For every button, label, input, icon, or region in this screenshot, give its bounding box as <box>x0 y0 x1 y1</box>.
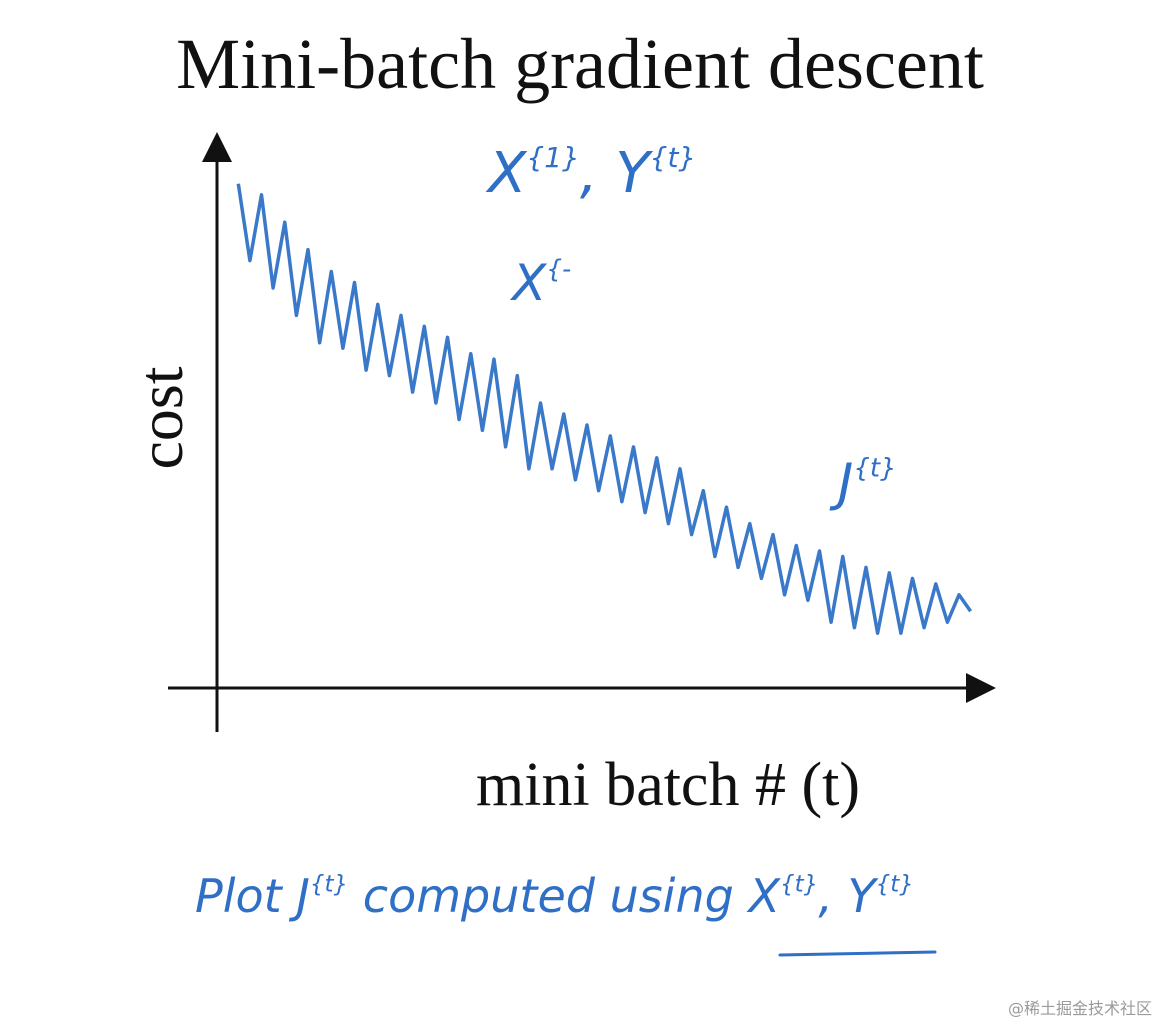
note-text: Plot J <box>195 869 310 923</box>
handwritten-note: Plot J{t} computed using X{t}, Y{t} <box>195 869 914 923</box>
superscript: {t} <box>310 871 348 897</box>
note-text: X <box>485 141 528 206</box>
superscript: {1} <box>526 141 579 174</box>
superscript: {t} <box>650 141 697 174</box>
note-text: , Y <box>818 869 879 923</box>
note-text: J <box>829 453 853 513</box>
chart-title: Mini-batch gradient descent <box>176 24 984 104</box>
note-text: computed using X <box>348 869 781 923</box>
superscript: {t} <box>853 454 896 484</box>
underline <box>778 950 937 957</box>
watermark: @稀土掘金技术社区 <box>1008 999 1152 1018</box>
x-axis-label: mini batch # (t) <box>476 751 860 819</box>
y-axis-label: cost <box>125 366 196 469</box>
handwritten-note: X{1}, Y{t} <box>485 141 696 206</box>
superscript: {t} <box>780 871 818 897</box>
cost-line <box>236 183 973 635</box>
superscript: {t} <box>876 871 914 897</box>
superscript: {- <box>546 255 571 284</box>
note-text: X <box>509 254 548 312</box>
handwritten-note: J{t} <box>829 453 897 513</box>
handwritten-note: X{- <box>509 254 571 312</box>
note-text: , Y <box>580 141 654 206</box>
